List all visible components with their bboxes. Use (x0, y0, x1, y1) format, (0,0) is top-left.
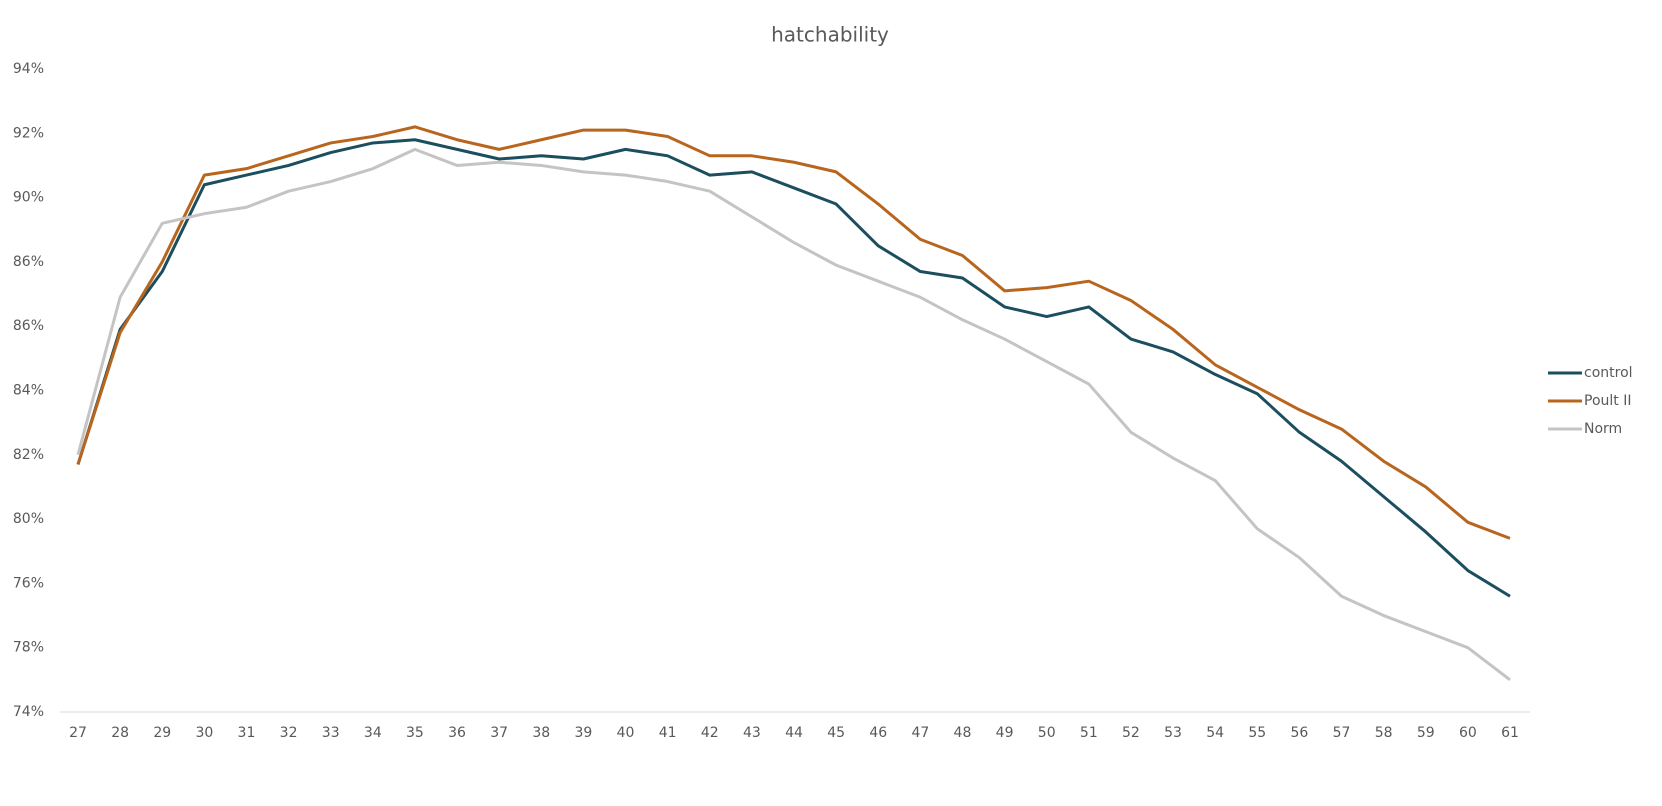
y-tick-label: 74% (13, 704, 44, 720)
x-tick-label: 49 (996, 725, 1014, 741)
y-tick-label: 86% (13, 318, 44, 334)
x-tick-label: 28 (111, 725, 129, 741)
x-tick-label: 37 (490, 725, 508, 741)
legend-label: Poult II (1584, 393, 1631, 409)
y-tick-label: 80% (13, 511, 44, 527)
y-tick-label: 78% (13, 640, 44, 656)
x-tick-label: 43 (743, 725, 761, 741)
x-tick-label: 58 (1375, 725, 1393, 741)
x-tick-label: 53 (1164, 725, 1182, 741)
x-tick-label: 54 (1206, 725, 1224, 741)
x-tick-label: 57 (1333, 725, 1351, 741)
x-tick-label: 27 (69, 725, 87, 741)
chart-title: hatchability (771, 23, 889, 47)
x-tick-label: 40 (617, 725, 635, 741)
x-tick-label: 46 (869, 725, 887, 741)
x-tick-label: 31 (238, 725, 256, 741)
x-tick-label: 29 (153, 725, 171, 741)
x-tick-label: 60 (1459, 725, 1477, 741)
x-tick-label: 39 (574, 725, 592, 741)
x-tick-label: 45 (827, 725, 845, 741)
x-tick-label: 34 (364, 725, 382, 741)
y-tick-label: 86% (13, 254, 44, 270)
x-tick-label: 59 (1417, 725, 1435, 741)
legend-label: control (1584, 365, 1633, 381)
x-tick-label: 44 (785, 725, 803, 741)
y-tick-label: 82% (13, 447, 44, 463)
x-tick-label: 56 (1290, 725, 1308, 741)
x-tick-label: 61 (1501, 725, 1519, 741)
x-tick-label: 47 (911, 725, 929, 741)
x-tick-label: 30 (195, 725, 213, 741)
y-tick-label: 76% (13, 575, 44, 591)
x-tick-label: 55 (1248, 725, 1266, 741)
x-tick-label: 38 (532, 725, 550, 741)
x-tick-label: 36 (448, 725, 466, 741)
x-tick-label: 50 (1038, 725, 1056, 741)
x-tick-label: 32 (280, 725, 298, 741)
x-tick-label: 52 (1122, 725, 1140, 741)
x-tick-label: 41 (659, 725, 677, 741)
line-series (76, 147, 1511, 682)
x-tick-label: 48 (954, 725, 972, 741)
y-tick-label: 84% (13, 383, 44, 399)
x-tick-label: 51 (1080, 725, 1098, 741)
y-tick-label: 90% (13, 190, 44, 206)
legend-label: Norm (1584, 421, 1622, 437)
line-series (76, 125, 1511, 540)
x-tick-label: 33 (322, 725, 340, 741)
y-tick-label: 94% (13, 61, 44, 77)
x-tick-label: 42 (701, 725, 719, 741)
line-series (76, 138, 1511, 598)
x-tick-label: 35 (406, 725, 424, 741)
y-tick-label: 92% (13, 125, 44, 141)
